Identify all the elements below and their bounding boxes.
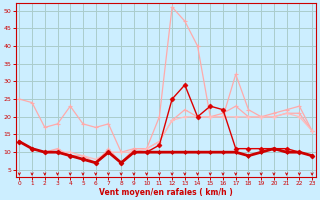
X-axis label: Vent moyen/en rafales ( km/h ): Vent moyen/en rafales ( km/h ) xyxy=(99,188,233,197)
